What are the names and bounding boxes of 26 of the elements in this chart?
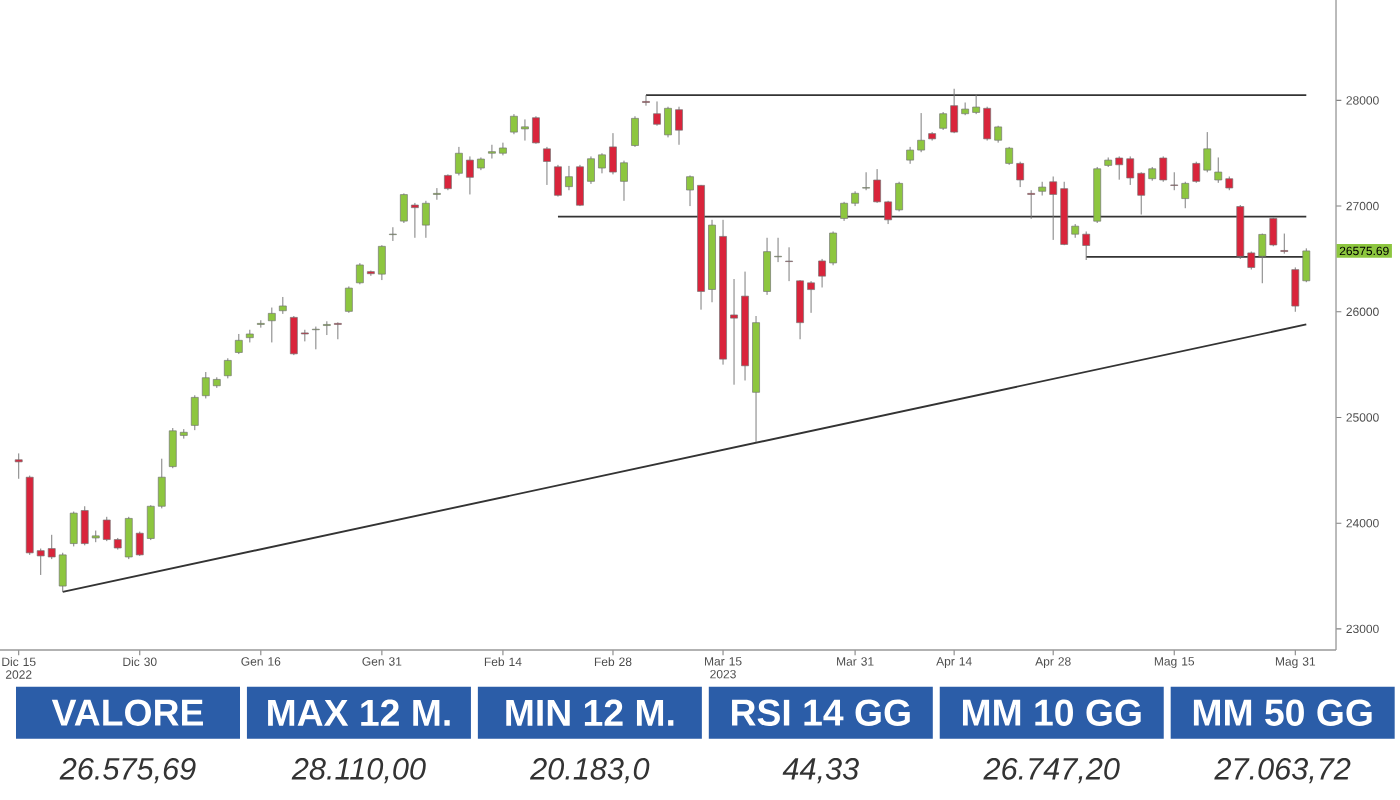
category-label: MM 10 GG [962,699,1141,726]
text: 26.575,69 [59,758,196,784]
text: 26.747,20 [983,758,1120,784]
candlestick [1280,233,1289,255]
candlestick [1027,189,1036,220]
candlestick [389,226,397,242]
candlestick [433,187,441,201]
category-label: MAX 12 M. [268,699,450,726]
candlestick [631,115,639,148]
text: 44,33 [782,758,859,784]
category-label: MM 50 GG [1193,699,1372,726]
text: 20.183,0 [530,758,650,784]
text: 28.110,00 [291,758,426,784]
candlestick [345,285,353,314]
text: 27.063,72 [1214,758,1351,784]
candlestick [234,333,243,355]
candlestick [14,452,23,480]
candlestick [223,357,232,379]
candlestick [190,394,199,431]
category-label: VALORE [51,699,203,726]
candlestick [642,94,650,107]
category-label: MIN 12 M. [506,699,674,726]
candlestick [785,246,793,282]
candlestick [267,307,276,343]
candlestick [543,146,551,186]
category-label: RSI 14 GG [732,699,910,726]
